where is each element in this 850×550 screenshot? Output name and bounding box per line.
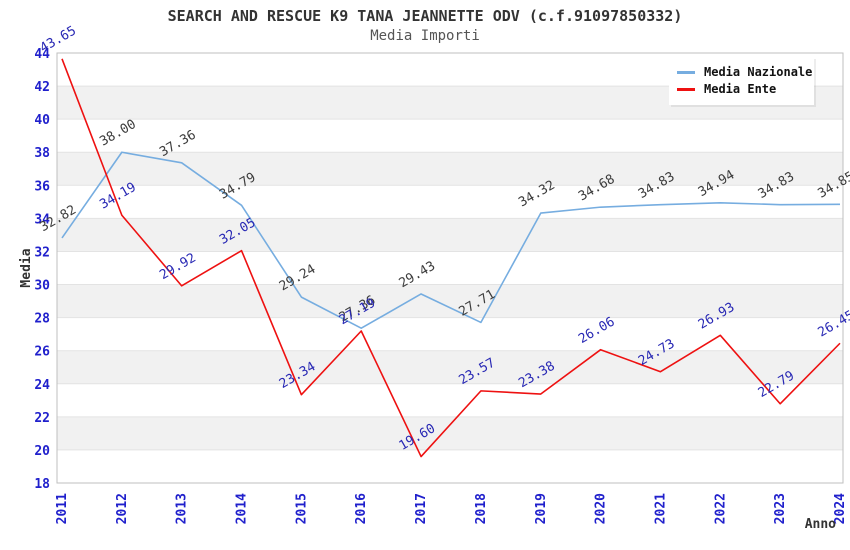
grid-band: [57, 218, 843, 252]
y-axis-title: Media: [19, 248, 34, 287]
x-tick-label: 2014: [235, 493, 250, 524]
x-tick-label: 2017: [414, 493, 429, 524]
y-tick-label: 40: [34, 113, 50, 128]
y-tick-label: 42: [34, 80, 50, 95]
y-tick-label: 28: [34, 312, 50, 327]
legend-label: Media Ente: [704, 82, 777, 96]
x-tick-label: 2021: [653, 493, 668, 524]
x-tick-label: 2018: [474, 493, 489, 524]
y-tick-label: 20: [34, 444, 50, 459]
y-tick-label: 38: [34, 146, 50, 161]
y-tick-label: 36: [34, 179, 50, 194]
y-tick-label: 44: [34, 47, 50, 62]
plot-border: [56, 52, 844, 484]
point-label: 29.92: [157, 251, 198, 284]
legend-item-media-nazionale: Media Nazionale: [677, 65, 812, 79]
series-line-media-nazionale: [61, 151, 841, 330]
legend-item-media-ente: Media Ente: [677, 82, 808, 96]
legend-label: Media Nazionale: [704, 65, 813, 79]
grid-band: [57, 416, 843, 450]
y-tick-label: 32: [34, 245, 50, 260]
x-tick-label: 2016: [354, 493, 369, 524]
y-tick-label: 22: [34, 411, 50, 426]
grid-band: [57, 284, 843, 318]
chart-title: SEARCH AND RESCUE K9 TANA JEANNETTE ODV …: [167, 7, 683, 25]
x-tick-label: 2012: [115, 493, 130, 524]
legend-swatch-blue-line-icon: [677, 70, 695, 74]
legend-swatch-red-line-icon: [677, 87, 695, 91]
chart-subtitle: Media Importi: [370, 28, 480, 44]
point-label: 43.65: [38, 23, 79, 56]
point-label: 26.06: [576, 314, 617, 347]
y-tick-label: 30: [34, 279, 50, 294]
point-label: 38.00: [97, 117, 138, 150]
grid-band: [57, 350, 843, 384]
grid-band: [57, 152, 843, 186]
y-tick-label: 24: [34, 378, 50, 393]
x-tick-label: 2015: [294, 493, 309, 524]
series-line-media-ente: [61, 58, 841, 458]
x-tick-label: 2020: [594, 493, 609, 524]
x-tick-label: 2023: [773, 493, 788, 524]
x-axis-title: Anno: [805, 517, 836, 532]
y-tick-label: 34: [34, 212, 50, 227]
y-tick-label: 26: [34, 345, 50, 360]
x-tick-label: 2019: [534, 493, 549, 524]
x-tick-label: 2022: [713, 493, 728, 524]
x-tick-label: 2011: [55, 493, 70, 524]
y-tick-label: 18: [34, 477, 50, 492]
x-tick-label: 2013: [175, 493, 190, 524]
chart-legend: Media Nazionale Media Ente: [669, 57, 814, 105]
x-tick-label: 2024: [833, 493, 848, 524]
